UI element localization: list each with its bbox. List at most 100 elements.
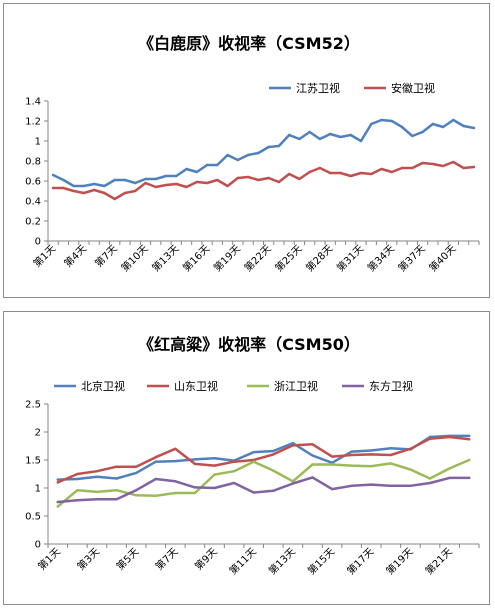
y-tick-label: 0.5: [25, 512, 41, 523]
data-point: [174, 447, 177, 450]
data-point: [236, 158, 239, 162]
data-point: [135, 465, 138, 468]
data-point: [380, 118, 383, 122]
data-point: [213, 464, 216, 467]
y-tick-label: 0: [35, 237, 41, 248]
data-point: [93, 182, 96, 186]
data-point: [113, 197, 116, 201]
data-point: [452, 118, 455, 122]
data-point: [421, 161, 424, 165]
data-point: [329, 132, 332, 136]
data-point: [185, 167, 188, 171]
data-point: [154, 185, 157, 189]
x-tick-label: 第21天: [422, 545, 454, 577]
data-point: [409, 484, 412, 487]
data-point: [113, 178, 116, 182]
data-point: [216, 178, 219, 182]
data-point: [213, 473, 216, 476]
chart-title: 《白鹿原》收视率（CSM52）: [138, 34, 360, 53]
data-point: [144, 181, 147, 185]
data-point: [62, 178, 65, 182]
data-point: [329, 171, 332, 175]
data-point: [164, 183, 168, 187]
data-point: [193, 458, 197, 461]
chart-legend: 北京卫视 山东卫视 浙江卫视 东方卫视: [54, 379, 413, 393]
data-point: [82, 184, 86, 188]
data-point: [62, 186, 65, 190]
data-point: [400, 166, 404, 170]
data-point: [76, 489, 79, 492]
data-point: [288, 133, 291, 137]
x-tick-label: 第22天: [241, 242, 273, 274]
data-point: [468, 458, 471, 462]
data-point: [291, 444, 295, 447]
data-point: [272, 489, 275, 492]
data-point: [308, 130, 311, 134]
data-point: [154, 494, 157, 497]
data-point: [144, 177, 147, 181]
data-point: [213, 486, 216, 490]
data-point: [462, 124, 465, 128]
data-point: [350, 453, 353, 457]
data-point: [370, 172, 373, 176]
data-point: [154, 177, 157, 181]
data-point: [72, 184, 75, 188]
x-tick-label: 第17天: [344, 545, 376, 577]
legend-label: 江苏卫视: [296, 81, 340, 95]
data-point: [232, 481, 236, 485]
y-tick-label: 0: [35, 540, 41, 551]
data-point: [409, 447, 412, 450]
y-tick-label: 2: [35, 428, 41, 439]
data-point: [318, 137, 322, 141]
data-point: [257, 151, 260, 155]
data-point: [56, 505, 59, 508]
chart-svg-honggaoliang: 《红高粱》收视率（CSM50） 北京卫视 山东卫视 浙江卫视 东方卫视 0 0.5 1 1.…: [25, 335, 480, 577]
y-tick-label: 1.2: [25, 117, 41, 128]
data-point: [428, 437, 432, 440]
data-point: [389, 484, 392, 487]
data-point: [468, 438, 471, 441]
data-point: [308, 170, 311, 174]
data-point: [330, 463, 334, 466]
data-point: [428, 477, 432, 480]
x-tick-label: 第19天: [211, 242, 243, 274]
data-point: [232, 470, 236, 473]
y-tick-label: 0.6: [25, 177, 41, 188]
x-tick-label: 第13天: [149, 242, 181, 274]
data-point: [311, 463, 314, 466]
data-point: [103, 191, 106, 195]
y-tick-label: 1: [35, 137, 41, 148]
data-point: [123, 191, 127, 195]
data-point: [431, 162, 434, 166]
x-tick-label: 第40天: [426, 242, 458, 274]
chart-title: 《红高粱》收视率（CSM50）: [138, 335, 360, 354]
data-point: [380, 167, 383, 171]
data-point: [291, 480, 295, 483]
data-point: [95, 490, 99, 494]
data-point: [93, 188, 96, 192]
data-point: [370, 483, 373, 486]
data-point: [468, 476, 471, 480]
data-point: [272, 469, 275, 472]
data-point: [76, 472, 79, 476]
data-point: [389, 447, 392, 450]
data-point: [349, 133, 352, 137]
data-point: [175, 182, 178, 186]
data-point: [95, 470, 99, 473]
data-point: [56, 481, 59, 484]
data-point: [339, 135, 342, 139]
data-point: [291, 482, 295, 485]
data-point: [350, 450, 353, 453]
series-line-2: [56, 458, 471, 508]
data-point: [51, 173, 55, 177]
x-tick-label: 第37天: [395, 242, 427, 274]
data-point: [195, 170, 198, 174]
data-point: [288, 172, 291, 176]
data-point: [298, 137, 301, 141]
data-point: [468, 434, 471, 438]
data-point: [175, 174, 178, 178]
data-point: [311, 454, 314, 457]
chart-svg-bailuyuan: 《白鹿原》收视率（CSM52） 江苏卫视 安徽卫视 0 0.2 0.4 0.6 0.8 1 1…: [25, 34, 480, 274]
data-point: [252, 451, 255, 454]
x-tick-label: 第10天: [118, 242, 150, 274]
